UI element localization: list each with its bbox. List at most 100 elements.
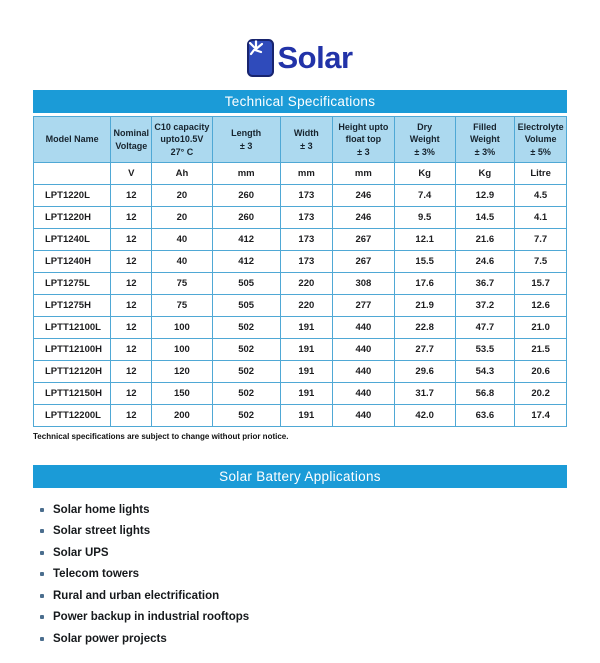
value-cell: 14.5 — [454, 206, 516, 229]
units-row: V Ah mm mm mm Kg Kg Litre — [32, 162, 567, 185]
value-cell: 7.5 — [514, 250, 567, 273]
value-cell: V — [110, 162, 153, 185]
table-row: LPT1275L 12 75 505 220 308 17.6 36.7 15.7 — [32, 272, 567, 295]
value-cell: 440 — [331, 360, 395, 383]
spec-disclaimer-note: Technical specifications are subject to … — [33, 432, 289, 441]
model-name-cell: LPT1275H — [32, 294, 112, 317]
value-cell: 12 — [110, 382, 153, 405]
table-row: LPTT12150H 12 150 502 191 440 31.7 56.8 20.2 — [32, 382, 567, 405]
value-cell: 21.9 — [393, 294, 456, 317]
value-cell: 191 — [279, 404, 333, 427]
value-cell: 42.0 — [393, 404, 456, 427]
column-header: Filled Weight ± 3% — [454, 116, 516, 163]
value-cell: 56.8 — [454, 382, 516, 405]
spec-table-head: Model Name Nominal Voltage C10 capacity up… — [32, 116, 567, 163]
value-cell: 21.6 — [454, 228, 516, 251]
value-cell: 267 — [331, 228, 395, 251]
model-name-cell — [32, 162, 112, 185]
model-name-cell: LPTT12100L — [32, 316, 112, 339]
value-cell: 260 — [211, 206, 281, 229]
list-item-label: Telecom towers — [53, 568, 140, 581]
applications-list: Solar home lights Solar street lights Sola… — [33, 499, 567, 650]
table-row: LPT1275H 12 75 505 220 277 21.9 37.2 12.6 — [32, 294, 567, 317]
value-cell: 12 — [110, 184, 153, 207]
table-row: LPT1240L 12 40 412 173 267 12.1 21.6 7.7 — [32, 228, 567, 251]
value-cell: 502 — [211, 382, 281, 405]
value-cell: 21.5 — [514, 338, 567, 361]
value-cell: Ah — [151, 162, 213, 185]
value-cell: 17.4 — [514, 404, 567, 427]
value-cell: 200 — [151, 404, 213, 427]
model-name-cell: LPT1240H — [32, 250, 112, 273]
value-cell: 36.7 — [454, 272, 516, 295]
bullet-icon — [40, 507, 44, 512]
value-cell: 173 — [279, 206, 333, 229]
bullet-icon — [40, 615, 44, 620]
column-header: Height upto float top ± 3 — [331, 116, 395, 163]
list-item: Power backup in industrial rooftops — [40, 607, 567, 629]
value-cell: 505 — [211, 294, 281, 317]
value-cell: 220 — [279, 294, 333, 317]
value-cell: 412 — [211, 228, 281, 251]
value-cell: 21.0 — [514, 316, 567, 339]
value-cell: 100 — [151, 338, 213, 361]
value-cell: 267 — [331, 250, 395, 273]
column-header: Model Name — [32, 116, 112, 163]
list-item-label: Solar power projects — [53, 632, 167, 645]
list-item: Solar street lights — [40, 521, 567, 543]
value-cell: 12 — [110, 360, 153, 383]
table-row: LPT1220H 12 20 260 173 246 9.5 14.5 4.1 — [32, 206, 567, 229]
value-cell: 150 — [151, 382, 213, 405]
model-name-cell: LPTT12200L — [32, 404, 112, 427]
value-cell: 12.9 — [454, 184, 516, 207]
value-cell: mm — [211, 162, 281, 185]
value-cell: 4.1 — [514, 206, 567, 229]
header-row: Model Name Nominal Voltage C10 capacity up… — [32, 116, 567, 163]
value-cell: 120 — [151, 360, 213, 383]
value-cell: 15.7 — [514, 272, 567, 295]
value-cell: 4.5 — [514, 184, 567, 207]
value-cell: 505 — [211, 272, 281, 295]
list-item-label: Rural and urban electrification — [53, 589, 220, 602]
value-cell: Kg — [393, 162, 456, 185]
model-name-cell: LPTT12100H — [32, 338, 112, 361]
solar-panel-sun-icon — [247, 38, 275, 77]
value-cell: 440 — [331, 404, 395, 427]
bullet-icon — [40, 636, 44, 641]
value-cell: 12 — [110, 206, 153, 229]
value-cell: 9.5 — [393, 206, 456, 229]
value-cell: 37.2 — [454, 294, 516, 317]
value-cell: 277 — [331, 294, 395, 317]
value-cell: 7.4 — [393, 184, 456, 207]
value-cell: 220 — [279, 272, 333, 295]
column-header: Nominal Voltage — [110, 116, 153, 163]
value-cell: 12 — [110, 338, 153, 361]
bullet-icon — [40, 529, 44, 534]
value-cell: 191 — [279, 338, 333, 361]
applications-title: Solar Battery Applications — [33, 465, 567, 488]
value-cell: 20.2 — [514, 382, 567, 405]
value-cell: 53.5 — [454, 338, 516, 361]
value-cell: mm — [279, 162, 333, 185]
value-cell: 7.7 — [514, 228, 567, 251]
brand-name: Solar — [277, 40, 353, 75]
list-item-label: Solar street lights — [53, 525, 151, 538]
value-cell: 75 — [151, 272, 213, 295]
list-item-label: Solar home lights — [53, 503, 150, 516]
value-cell: 40 — [151, 250, 213, 273]
value-cell: 63.6 — [454, 404, 516, 427]
brand-logo: Solar — [33, 0, 567, 78]
value-cell: 246 — [331, 184, 395, 207]
list-item-label: Power backup in industrial rooftops — [53, 611, 250, 624]
value-cell: 47.7 — [454, 316, 516, 339]
value-cell: 100 — [151, 316, 213, 339]
value-cell: 502 — [211, 316, 281, 339]
value-cell: 29.6 — [393, 360, 456, 383]
value-cell: 308 — [331, 272, 395, 295]
table-row: LPT1220L 12 20 260 173 246 7.4 12.9 4.5 — [32, 184, 567, 207]
value-cell: 191 — [279, 360, 333, 383]
value-cell: 173 — [279, 228, 333, 251]
value-cell: 12 — [110, 272, 153, 295]
table-row: LPT1240H 12 40 412 173 267 15.5 24.6 7.5 — [32, 250, 567, 273]
